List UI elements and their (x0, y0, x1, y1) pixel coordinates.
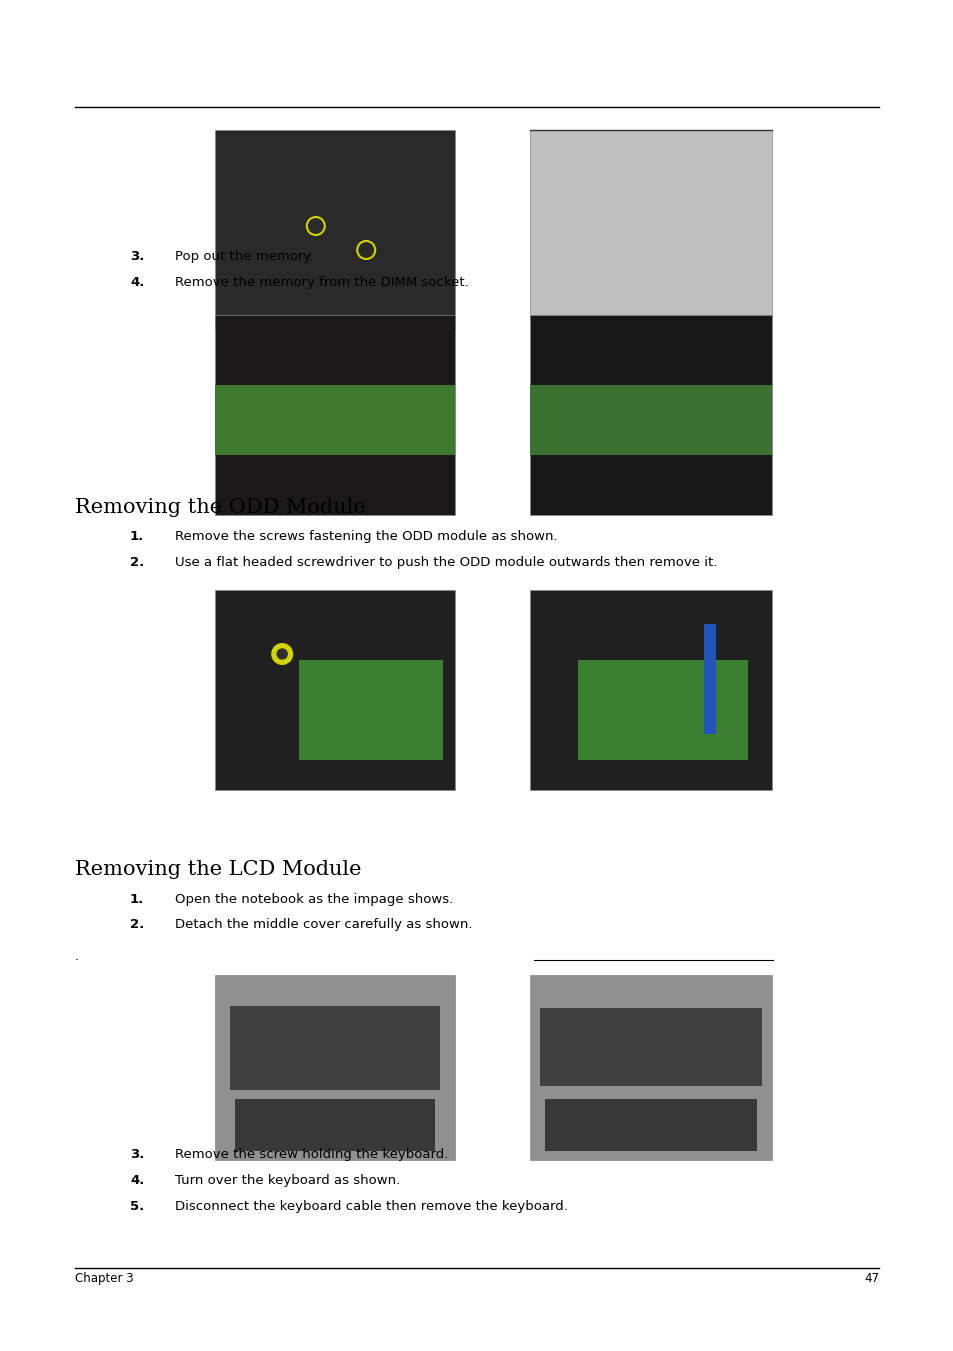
Text: 3.: 3. (130, 1148, 144, 1161)
Text: Removing the LCD Module: Removing the LCD Module (75, 861, 361, 880)
Circle shape (271, 643, 293, 665)
Text: Removing the ODD Module: Removing the ODD Module (75, 499, 365, 517)
Bar (298, 661, 442, 761)
Bar (214, 385, 455, 455)
Text: 4.: 4. (130, 1174, 144, 1188)
Bar (214, 975, 455, 1161)
Text: 1.: 1. (130, 893, 144, 907)
Text: Use a flat headed screwdriver to push the ODD module outwards then remove it.: Use a flat headed screwdriver to push th… (174, 557, 717, 569)
Text: Remove the memory from the DIMM socket.: Remove the memory from the DIMM socket. (174, 276, 468, 289)
Bar (530, 130, 771, 319)
Bar (214, 130, 455, 330)
Text: 47: 47 (863, 1273, 878, 1285)
Circle shape (277, 648, 287, 659)
Bar (214, 590, 455, 790)
Text: 5.: 5. (130, 1200, 144, 1213)
Bar (214, 315, 455, 515)
Bar (530, 590, 771, 790)
Bar (578, 661, 747, 761)
Text: 2.: 2. (130, 917, 144, 931)
Text: Pop out the memory.: Pop out the memory. (174, 250, 314, 263)
Text: 1.: 1. (130, 530, 144, 543)
Bar (530, 315, 771, 515)
Text: Open the notebook as the impage shows.: Open the notebook as the impage shows. (174, 893, 453, 907)
Bar (234, 1098, 435, 1151)
Bar (530, 385, 771, 455)
Bar (539, 1008, 761, 1086)
Text: Disconnect the keyboard cable then remove the keyboard.: Disconnect the keyboard cable then remov… (174, 1200, 567, 1213)
Text: .: . (75, 950, 79, 963)
Text: Chapter 3: Chapter 3 (75, 1273, 133, 1285)
Bar (530, 975, 771, 1161)
Bar (703, 624, 716, 734)
Text: Remove the screws fastening the ODD module as shown.: Remove the screws fastening the ODD modu… (174, 530, 558, 543)
Bar (544, 1098, 757, 1151)
Text: 3.: 3. (130, 250, 144, 263)
Text: Detach the middle cover carefully as shown.: Detach the middle cover carefully as sho… (174, 917, 472, 931)
Text: Turn over the keyboard as shown.: Turn over the keyboard as shown. (174, 1174, 400, 1188)
Text: 4.: 4. (130, 276, 144, 289)
Bar (230, 1006, 439, 1090)
Text: 2.: 2. (130, 557, 144, 569)
Text: Remove the screw holding the keyboard.: Remove the screw holding the keyboard. (174, 1148, 448, 1161)
